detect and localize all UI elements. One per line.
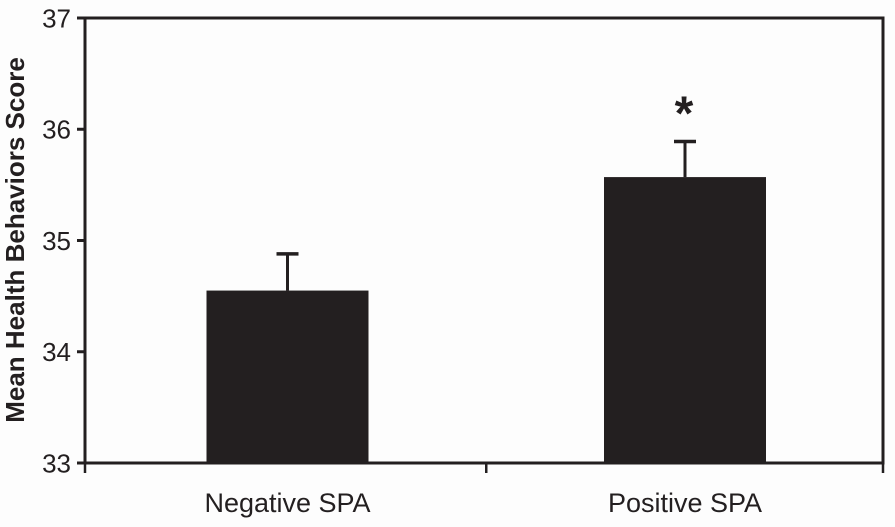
bar-negative-spa — [206, 290, 369, 463]
y-tick-label-35: 35 — [42, 226, 71, 256]
y-tick-label-33: 33 — [42, 448, 71, 478]
significance-asterisk: * — [675, 87, 694, 140]
bar-positive-spa — [604, 177, 766, 463]
y-tick-label-37: 37 — [42, 3, 71, 33]
y-tick-label-36: 36 — [42, 115, 71, 145]
y-axis-title: Mean Health Behaviors Score — [0, 57, 30, 423]
x-category-label-positive-spa: Positive SPA — [608, 488, 762, 518]
x-category-label-negative-spa: Negative SPA — [204, 488, 370, 518]
y-tick-label-34: 34 — [42, 337, 71, 367]
